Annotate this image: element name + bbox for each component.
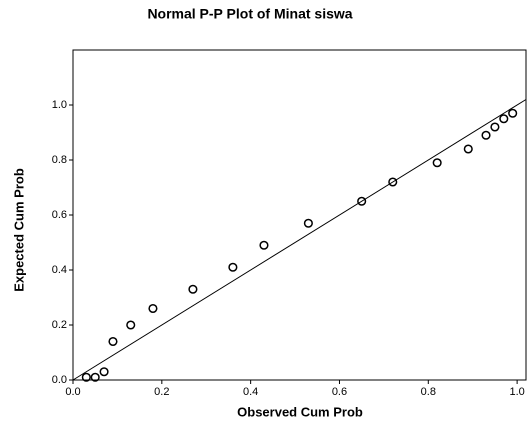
- chart: Normal P-P Plot of Minat siswa Observed …: [0, 0, 528, 425]
- point: [109, 338, 117, 346]
- y-tick-label: 0.0: [52, 374, 67, 386]
- y-tick-label: 0.2: [52, 319, 67, 331]
- point: [127, 321, 135, 329]
- point: [229, 263, 237, 271]
- point: [149, 305, 157, 313]
- point: [433, 159, 441, 167]
- point: [100, 368, 108, 376]
- chart-title: Normal P-P Plot of Minat siswa: [147, 6, 352, 22]
- y-axis-label: Expected Cum Prob: [11, 168, 26, 292]
- point: [509, 109, 517, 117]
- x-tick-label: 0.4: [243, 386, 258, 398]
- y-tick-label: 0.6: [52, 209, 67, 221]
- point: [260, 241, 268, 249]
- x-tick-label: 0.8: [421, 386, 436, 398]
- x-tick-label: 0.0: [65, 386, 80, 398]
- x-tick-label: 1.0: [509, 386, 524, 398]
- y-tick-label: 1.0: [52, 99, 67, 111]
- point: [482, 131, 490, 139]
- point: [464, 145, 472, 153]
- reference-line: [73, 100, 526, 381]
- point: [500, 115, 508, 123]
- plot-frame: [73, 50, 526, 380]
- point: [189, 285, 197, 293]
- point: [491, 123, 499, 131]
- y-tick-label: 0.4: [52, 264, 67, 276]
- point: [305, 219, 313, 227]
- x-tick-label: 0.2: [154, 386, 169, 398]
- x-tick-label: 0.6: [332, 386, 347, 398]
- x-axis-label: Observed Cum Prob: [237, 404, 363, 419]
- y-tick-label: 0.8: [52, 154, 67, 166]
